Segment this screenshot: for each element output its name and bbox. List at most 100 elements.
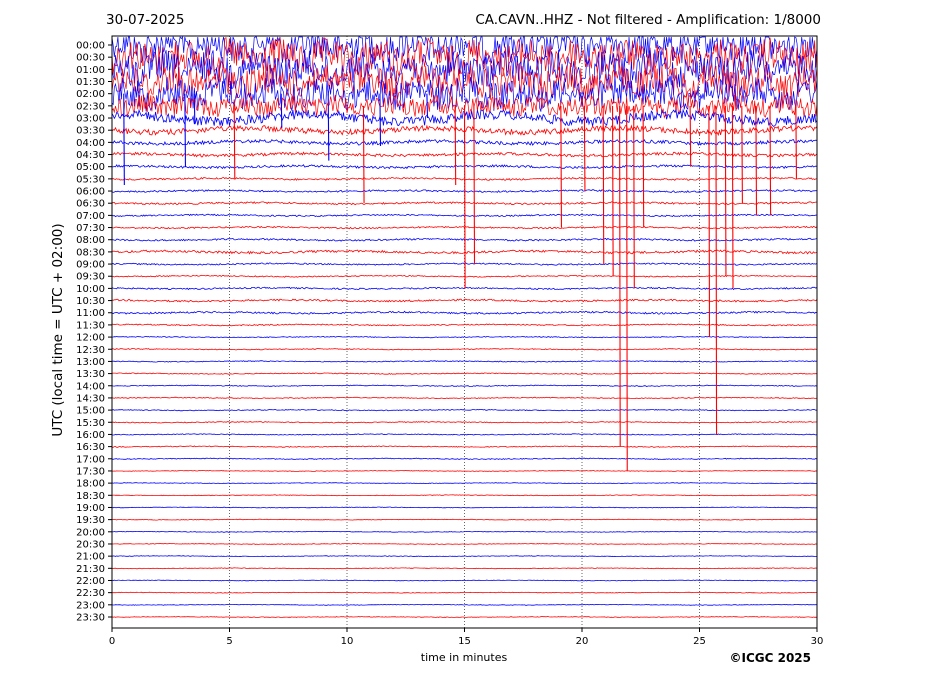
trace-2230 bbox=[111, 591, 818, 594]
y-tick-label: 22:00 bbox=[76, 576, 105, 587]
x-tick-label: 0 bbox=[109, 636, 115, 647]
y-tick-label: 20:30 bbox=[76, 539, 105, 550]
trace-0930 bbox=[111, 274, 818, 278]
y-tick-label: 02:00 bbox=[76, 89, 105, 100]
trace-2000 bbox=[111, 530, 817, 533]
event-spike bbox=[602, 105, 605, 265]
trace-1830 bbox=[111, 494, 818, 497]
event-spike bbox=[327, 93, 330, 161]
y-tick-label: 23:30 bbox=[76, 612, 105, 623]
x-axis-label: time in minutes bbox=[420, 651, 508, 664]
y-tick-label: 03:30 bbox=[76, 126, 105, 137]
y-tick-label: 14:00 bbox=[76, 381, 105, 392]
y-tick-label: 17:30 bbox=[76, 466, 105, 477]
date-label: 30-07-2025 bbox=[106, 12, 185, 28]
y-tick-label: 14:30 bbox=[76, 393, 105, 404]
trace-1900 bbox=[111, 506, 818, 509]
event-spike bbox=[795, 105, 797, 179]
y-tick-label: 01:00 bbox=[76, 65, 105, 76]
y-tick-label: 04:00 bbox=[76, 138, 105, 149]
event-spike bbox=[619, 105, 621, 447]
y-tick-label: 11:00 bbox=[76, 308, 105, 319]
x-tick-label: 5 bbox=[226, 636, 232, 647]
y-tick-label: 05:00 bbox=[76, 162, 105, 173]
x-tick-label: 30 bbox=[811, 636, 824, 647]
trace-1700 bbox=[111, 457, 818, 460]
y-tick-label: 15:00 bbox=[76, 406, 105, 417]
trace-1630 bbox=[112, 445, 818, 448]
event-spike bbox=[715, 105, 718, 435]
trace-2200 bbox=[112, 579, 818, 582]
trace-2330 bbox=[111, 616, 818, 618]
x-axis-ticks: 0 5 10 15 20 25 30 bbox=[109, 628, 824, 647]
event-spike bbox=[454, 105, 457, 185]
y-tick-label: 21:00 bbox=[76, 552, 105, 563]
event-spike bbox=[731, 105, 734, 289]
y-tick-label: 05:30 bbox=[76, 174, 105, 185]
trace-1230 bbox=[111, 348, 818, 351]
y-tick-label: 01:30 bbox=[76, 77, 105, 88]
y-tick-label: 06:30 bbox=[76, 199, 105, 210]
event-spike bbox=[642, 105, 645, 228]
event-spike bbox=[123, 93, 125, 185]
y-tick-label: 04:30 bbox=[76, 150, 105, 161]
y-tick-label: 00:00 bbox=[76, 41, 105, 52]
event-spike bbox=[280, 93, 283, 128]
y-tick-label: 16:00 bbox=[76, 430, 105, 441]
y-tick-label: 18:00 bbox=[76, 479, 105, 490]
y-tick-label: 21:30 bbox=[76, 564, 105, 575]
y-tick-label: 08:00 bbox=[76, 235, 105, 246]
trace-0030 bbox=[111, 37, 818, 77]
y-tick-label: 19:00 bbox=[76, 503, 105, 514]
event-spike bbox=[583, 105, 586, 192]
event-spike bbox=[426, 93, 429, 119]
copyright-label: ©ICGC 2025 bbox=[729, 651, 811, 665]
y-tick-label: 16:30 bbox=[76, 442, 105, 453]
trace-1430 bbox=[111, 396, 818, 400]
event-spike bbox=[689, 105, 692, 167]
event-spike bbox=[233, 105, 236, 179]
y-tick-label: 20:00 bbox=[76, 527, 105, 538]
y-tick-label: 12:30 bbox=[76, 345, 105, 356]
event-spike bbox=[633, 105, 635, 289]
trace-1100 bbox=[111, 310, 818, 315]
y-axis-label: UTC (local time = UTC + 02:00) bbox=[50, 223, 66, 437]
x-tick-label: 25 bbox=[693, 636, 706, 647]
y-tick-label: 10:00 bbox=[76, 284, 105, 295]
y-tick-label: 08:30 bbox=[76, 247, 105, 258]
chart-title: CA.CAVN..HHZ - Not filtered - Amplificat… bbox=[475, 12, 821, 28]
y-tick-label: 17:00 bbox=[76, 454, 105, 465]
event-spike bbox=[379, 93, 382, 147]
trace-0130 bbox=[111, 61, 818, 101]
x-tick-label: 15 bbox=[458, 636, 471, 647]
event-spike bbox=[611, 105, 614, 277]
trace-1300 bbox=[111, 360, 818, 363]
trace-1330 bbox=[111, 372, 818, 375]
trace-1930 bbox=[112, 518, 818, 521]
event-spike bbox=[708, 105, 711, 338]
trace-2100 bbox=[111, 555, 817, 558]
event-spike bbox=[626, 105, 628, 471]
trace-1130 bbox=[111, 323, 818, 327]
y-tick-label: 15:30 bbox=[76, 418, 105, 429]
y-tick-label: 07:00 bbox=[76, 211, 105, 222]
event-spike bbox=[193, 93, 196, 125]
trace-1030 bbox=[111, 298, 818, 303]
trace-1530 bbox=[111, 421, 818, 424]
y-tick-label: 12:00 bbox=[76, 333, 105, 344]
y-tick-label: 19:30 bbox=[76, 515, 105, 526]
trace-2300 bbox=[111, 603, 818, 606]
y-tick-label: 18:30 bbox=[76, 491, 105, 502]
event-spike bbox=[769, 105, 772, 216]
trace-0100 bbox=[111, 49, 818, 90]
y-tick-label: 03:00 bbox=[76, 114, 105, 125]
event-spike bbox=[741, 105, 743, 204]
event-spike bbox=[560, 105, 563, 228]
x-tick-label: 20 bbox=[576, 636, 589, 647]
trace-0000 bbox=[111, 35, 818, 65]
event-spike bbox=[473, 105, 476, 265]
trace-1000 bbox=[111, 286, 818, 291]
y-tick-label: 00:30 bbox=[76, 53, 105, 64]
y-tick-label: 13:00 bbox=[76, 357, 105, 368]
